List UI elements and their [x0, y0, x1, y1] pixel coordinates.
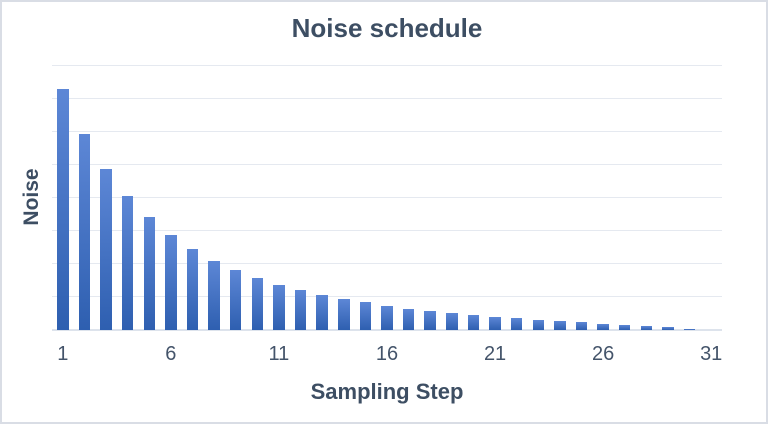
gridline — [52, 164, 722, 165]
gridline — [52, 197, 722, 198]
bar-step-12 — [294, 290, 307, 330]
x-axis-title: Sampling Step — [310, 379, 464, 404]
bar-step-7 — [186, 248, 199, 330]
bar-step-23 — [532, 319, 545, 330]
x-tick-label: 6 — [165, 343, 177, 365]
x-tick-label: 16 — [375, 343, 399, 365]
bar-step-24 — [554, 321, 566, 330]
bar-step-3 — [100, 168, 112, 330]
bar-step-25 — [575, 322, 588, 330]
plot-area — [52, 65, 722, 331]
gridline — [52, 65, 722, 66]
bar-step-6 — [165, 234, 177, 330]
bar-step-4 — [121, 196, 134, 330]
x-tick-label: 31 — [700, 343, 723, 365]
gridline — [52, 131, 722, 132]
bar-step-20 — [467, 314, 480, 330]
bar-step-30 — [683, 329, 696, 330]
bar-step-10 — [251, 278, 264, 330]
bar-step-17 — [402, 308, 415, 330]
bar-step-29 — [662, 327, 674, 330]
x-tick-label: 1 — [57, 343, 69, 365]
x-axis-tick-labels: 1 6 11 16 21 26 31 — [2, 343, 768, 369]
bar-step-14 — [338, 298, 350, 330]
bar-step-19 — [446, 312, 458, 330]
bar-step-8 — [208, 261, 220, 330]
gridline — [52, 296, 722, 297]
gridline — [52, 98, 722, 99]
bar-step-27 — [618, 325, 631, 330]
gridline — [52, 230, 722, 231]
chart-title: Noise schedule — [291, 13, 483, 43]
gridline — [52, 263, 722, 264]
bar-step-18 — [424, 310, 436, 330]
bar-step-16 — [381, 305, 393, 330]
bar-step-28 — [640, 326, 653, 330]
bar-step-13 — [316, 294, 328, 330]
x-tick-label: 26 — [592, 343, 615, 365]
x-tick-label: 11 — [268, 343, 290, 365]
bar-step-22 — [510, 318, 523, 330]
bar-step-9 — [229, 269, 242, 330]
x-tick-label: 21 — [483, 343, 507, 365]
x-axis-line — [52, 329, 722, 331]
bar-step-11 — [273, 284, 285, 330]
bar-step-26 — [597, 323, 609, 330]
bar-step-15 — [359, 301, 372, 330]
bar-step-21 — [489, 317, 501, 330]
bar-step-2 — [78, 133, 91, 330]
y-axis-title: Noise — [20, 168, 43, 226]
bar-step-5 — [143, 217, 155, 330]
bar-step-1 — [57, 89, 69, 330]
